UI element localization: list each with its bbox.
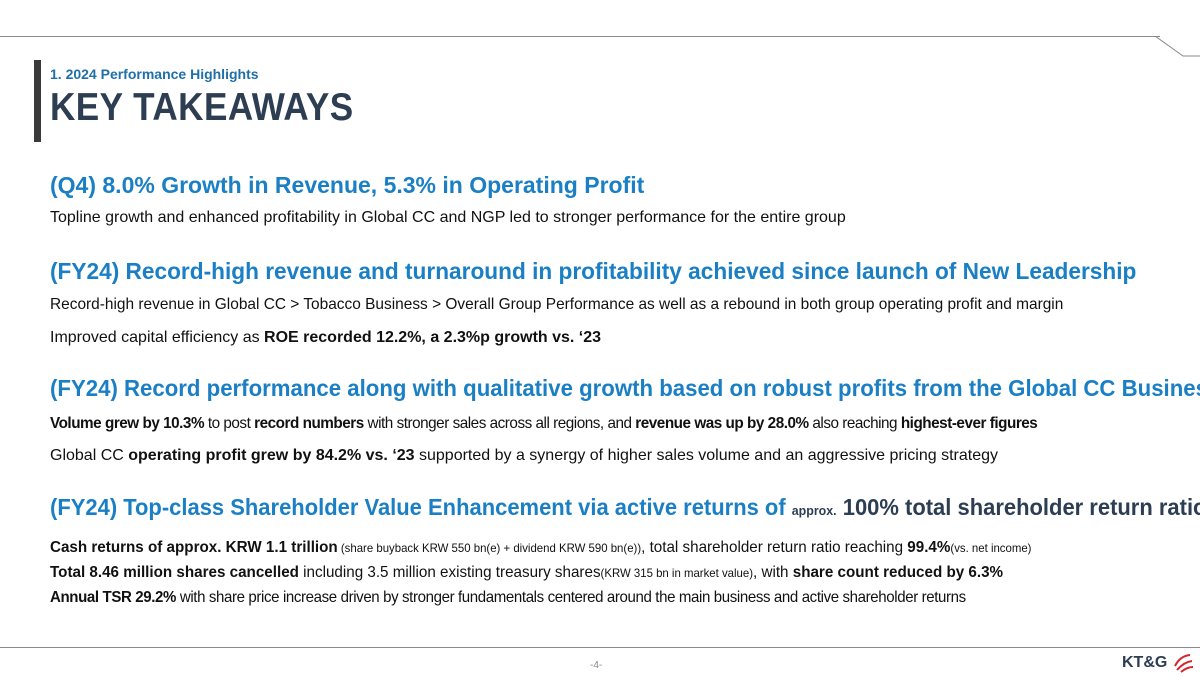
title-accent-bar <box>34 60 41 142</box>
shares-text-2: , with <box>753 564 793 581</box>
heading-q4-growth: (Q4) 8.0% Growth in Revenue, 5.3% in Ope… <box>50 172 645 198</box>
shares-bold-1: Total 8.46 million shares cancelled <box>50 564 299 581</box>
approx-label: approx. <box>791 503 837 518</box>
cash-bold-2: 99.4% <box>907 539 951 556</box>
shareholder-heading-part-a: (FY24) Top-class Shareholder Value Enhan… <box>50 494 792 520</box>
cash-small-2: (vs. net income) <box>950 541 1032 555</box>
cash-bold-1: Cash returns of approx. KRW 1.1 trillion <box>50 539 338 556</box>
page-title: KEY TAKEAWAYS <box>50 86 354 129</box>
corner-fold-decoration <box>1155 36 1200 57</box>
kt-g-logo-icon <box>1174 654 1194 673</box>
tsr-text-1: with share price increase driven by stro… <box>176 589 966 606</box>
cash-text-1: , total shareholder return ratio reachin… <box>641 539 908 556</box>
gcc-text-2: supported by a synergy of higher sales v… <box>414 447 998 464</box>
volume-bold-3: revenue was up by 28.0% <box>635 415 809 432</box>
roe-line-bold: ROE recorded 12.2%, a 2.3%p growth vs. ‘… <box>264 329 602 346</box>
q4-detail-line: Topline growth and enhanced profitabilit… <box>50 209 846 226</box>
shares-text-1: including 3.5 million existing treasury … <box>298 564 601 581</box>
volume-bold-2: record numbers <box>254 415 364 432</box>
cash-returns-line: Cash returns of approx. KRW 1.1 trillion… <box>50 539 1031 557</box>
company-logo-text: KT&G <box>1122 654 1168 671</box>
section-label: 1. 2024 Performance Highlights <box>50 66 259 82</box>
top-divider <box>0 36 1160 37</box>
volume-text-2: with stronger sales across all regions, … <box>363 415 636 432</box>
heading-fy24-global-cc: (FY24) Record performance along with qua… <box>50 375 1200 401</box>
volume-bold-4: highest-ever figures <box>900 415 1038 432</box>
tsr-bold-1: Annual TSR 29.2% <box>50 589 177 606</box>
volume-text-3: also reaching <box>808 415 901 432</box>
gcc-text-1: Global CC <box>50 447 129 464</box>
shares-bold-2: share count reduced by 6.3% <box>792 564 1004 581</box>
heading-fy24-record-revenue: (FY24) Record-high revenue and turnaroun… <box>50 258 1137 284</box>
gcc-bold-1: operating profit grew by 84.2% vs. ‘23 <box>128 447 415 464</box>
shares-small-1: (KRW 315 bn in market value) <box>600 566 754 580</box>
volume-text-1: to post <box>204 415 255 432</box>
shares-cancelled-line: Total 8.46 million shares cancelled incl… <box>50 564 1003 582</box>
tsr-line: Annual TSR 29.2% with share price increa… <box>50 589 966 607</box>
roe-line-text: Improved capital efficiency as <box>50 329 265 346</box>
bottom-divider <box>0 647 1200 648</box>
shareholder-heading-part-b: 100% total shareholder return ratio <box>836 494 1200 520</box>
volume-bold-1: Volume grew by 10.3% <box>50 415 205 432</box>
volume-line: Volume grew by 10.3% to post record numb… <box>50 415 1038 433</box>
roe-line: Improved capital efficiency as ROE recor… <box>50 329 601 347</box>
record-revenue-line: Record-high revenue in Global CC > Tobac… <box>50 296 1064 313</box>
heading-fy24-shareholder-value: (FY24) Top-class Shareholder Value Enhan… <box>50 494 1200 521</box>
cash-small-1: (share buyback KRW 550 bn(e) + dividend … <box>337 541 642 555</box>
page-number: -4- <box>590 660 603 671</box>
global-cc-profit-line: Global CC operating profit grew by 84.2%… <box>50 447 998 465</box>
